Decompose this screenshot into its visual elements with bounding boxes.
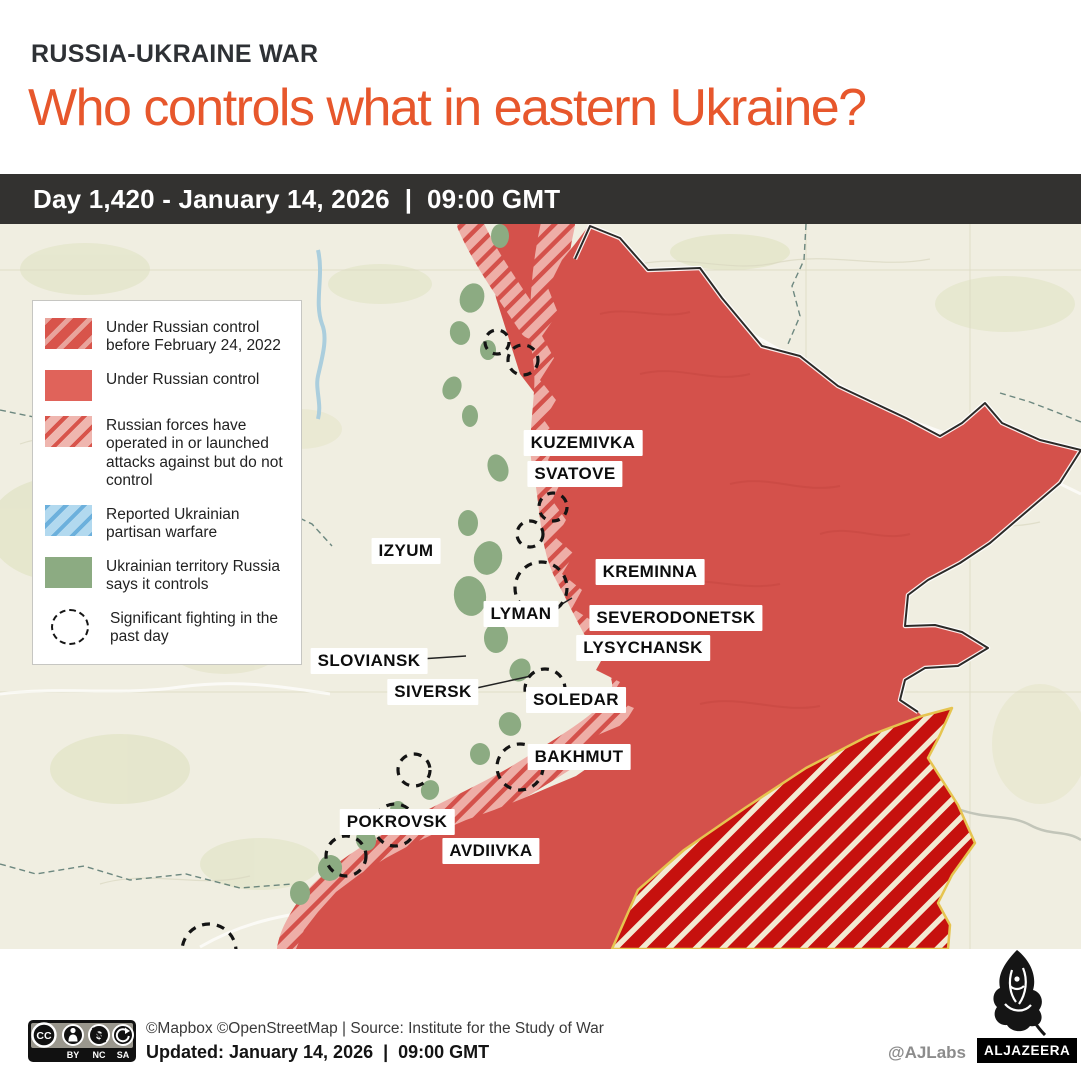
page-title: Who controls what in eastern Ukraine? bbox=[28, 79, 867, 137]
legend-swatch-control-icon bbox=[45, 370, 92, 402]
updated-timestamp: Updated: January 14, 2026 | 09:00 GMT bbox=[146, 1042, 490, 1062]
fighting-circle bbox=[483, 328, 511, 356]
city-label-sloviansk: SLOVIANSK bbox=[310, 648, 428, 674]
city-label-severodonetsk: SEVERODONETSK bbox=[589, 605, 763, 631]
legend-label: Russian forces have operated in or launc… bbox=[106, 417, 283, 489]
legend-item-attacks: Russian forces have operated in or launc… bbox=[45, 416, 288, 490]
cc-by-icon bbox=[62, 1024, 84, 1046]
cc-sa-icon bbox=[112, 1024, 134, 1046]
legend-item-control: Under Russian control bbox=[45, 370, 288, 402]
fighting-circle bbox=[513, 560, 569, 616]
legend-swatch-partisan-icon bbox=[45, 504, 92, 536]
aljazeera-wordmark: ALJAZEERA bbox=[977, 1038, 1078, 1063]
map-attribution: ©Mapbox ©OpenStreetMap | Source: Institu… bbox=[146, 1020, 604, 1037]
legend-label: Significant fighting in the past day bbox=[110, 610, 279, 646]
city-label-svatove: SVATOVE bbox=[527, 461, 623, 487]
fighting-circle bbox=[324, 834, 368, 878]
city-label-soledar: SOLEDAR bbox=[526, 687, 626, 713]
cc-by-label: BY bbox=[67, 1050, 80, 1060]
city-label-lyman: LYMAN bbox=[483, 601, 559, 627]
city-label-bakhmut: BAKHMUT bbox=[527, 744, 631, 770]
legend-swatch-green-icon bbox=[45, 557, 92, 588]
city-label-izyum: IZYUM bbox=[371, 538, 441, 564]
fighting-circle bbox=[180, 922, 238, 949]
ajlabs-handle: @AJLabs bbox=[888, 1043, 966, 1062]
fighting-circle bbox=[506, 343, 540, 377]
legend-item-pre2022: Under Russian control before February 24… bbox=[45, 318, 288, 355]
date-bar: Day 1,420 - January 14, 2026 | 09:00 GMT bbox=[0, 174, 1081, 224]
cc-icon: CC bbox=[31, 1022, 57, 1048]
legend-item-green: Ukrainian territory Russia says it contr… bbox=[45, 557, 288, 594]
svg-text:CC: CC bbox=[36, 1030, 52, 1042]
legend-swatch-attacks-icon bbox=[45, 416, 92, 448]
map-legend: Under Russian control before February 24… bbox=[32, 300, 302, 665]
fighting-circle bbox=[537, 491, 569, 523]
international-border-line bbox=[572, 224, 1081, 714]
russian-control-region bbox=[296, 224, 1081, 949]
cc-nc-label: NC bbox=[93, 1050, 106, 1060]
city-label-kreminna: KREMINNA bbox=[595, 559, 705, 585]
date-bar-text: Day 1,420 - January 14, 2026 | 09:00 GMT bbox=[33, 184, 561, 214]
cc-nc-icon: $ bbox=[88, 1024, 110, 1046]
river-lines bbox=[315, 249, 1081, 842]
city-label-lysychansk: LYSYCHANSK bbox=[576, 635, 710, 661]
aljazeera-logo-icon bbox=[993, 950, 1046, 1036]
city-label-pokrovsk: POKROVSK bbox=[339, 809, 455, 835]
legend-label: Under Russian control before February 24… bbox=[106, 319, 281, 355]
legend-label: Ukrainian territory Russia says it contr… bbox=[106, 558, 280, 594]
pre2022-control-region bbox=[610, 706, 977, 949]
legend-fighting-circle-icon bbox=[51, 609, 89, 646]
kicker: RUSSIA-UKRAINE WAR bbox=[31, 40, 319, 68]
city-label-kuzemivka: KUZEMIVKA bbox=[523, 430, 643, 456]
red-terrain-texture bbox=[599, 310, 911, 709]
legend-item-partisan: Reported Ukrainian partisan warfare bbox=[45, 504, 288, 542]
admin-boundary-lines bbox=[0, 224, 1081, 889]
fighting-circle bbox=[515, 519, 545, 549]
city-label-siversk: SIVERSK bbox=[387, 679, 479, 705]
cc-sa-label: SA bbox=[117, 1050, 130, 1060]
legend-label: Under Russian control bbox=[106, 371, 260, 389]
cc-license-badge: CC $ BY NC SA bbox=[28, 1020, 136, 1062]
legend-item-fighting: Significant fighting in the past day bbox=[45, 609, 288, 646]
legend-label: Reported Ukrainian partisan warfare bbox=[106, 505, 240, 541]
city-label-avdiivka: AVDIIVKA bbox=[442, 838, 540, 864]
legend-swatch-pre2022-icon bbox=[45, 318, 92, 349]
fighting-circle bbox=[396, 752, 432, 788]
